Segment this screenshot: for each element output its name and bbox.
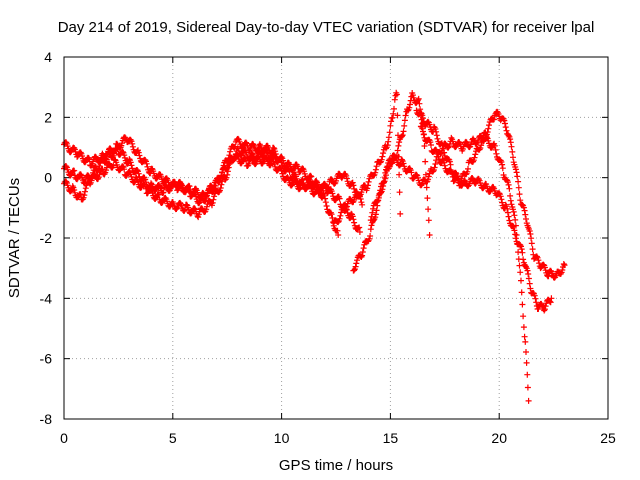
y-tick-label: -6 bbox=[40, 351, 53, 367]
x-tick-label: 15 bbox=[383, 430, 399, 446]
x-tick-label: 25 bbox=[600, 430, 616, 446]
x-tick-label: 10 bbox=[274, 430, 290, 446]
series-track-4 bbox=[330, 89, 404, 227]
series-markers bbox=[330, 89, 404, 227]
chart-title: Day 214 of 2019, Sidereal Day-to-day VTE… bbox=[58, 19, 595, 36]
series-track-7 bbox=[413, 107, 568, 281]
data-points bbox=[61, 89, 568, 404]
x-tick-label: 20 bbox=[491, 430, 507, 446]
y-tick-label: -8 bbox=[40, 411, 53, 427]
y-tick-label: 4 bbox=[44, 49, 52, 65]
y-tick-label: -4 bbox=[40, 290, 53, 306]
series-track-8 bbox=[417, 123, 555, 314]
y-tick-label: 0 bbox=[44, 170, 52, 186]
y-axis-label: SDTVAR / TECUs bbox=[6, 178, 23, 298]
y-tick-label: -2 bbox=[40, 230, 53, 246]
x-tick-label: 5 bbox=[169, 430, 177, 446]
y-tick-label: 2 bbox=[44, 109, 52, 125]
axis-ticks: 0 5 10 15 20 25 -8 -6 -4 -2 0 2 4 bbox=[40, 49, 616, 446]
series-markers bbox=[413, 107, 568, 281]
x-axis-label: GPS time / hours bbox=[279, 457, 393, 474]
x-tick-label: 0 bbox=[60, 430, 68, 446]
plot-frame bbox=[63, 56, 609, 420]
series-markers bbox=[417, 123, 555, 314]
